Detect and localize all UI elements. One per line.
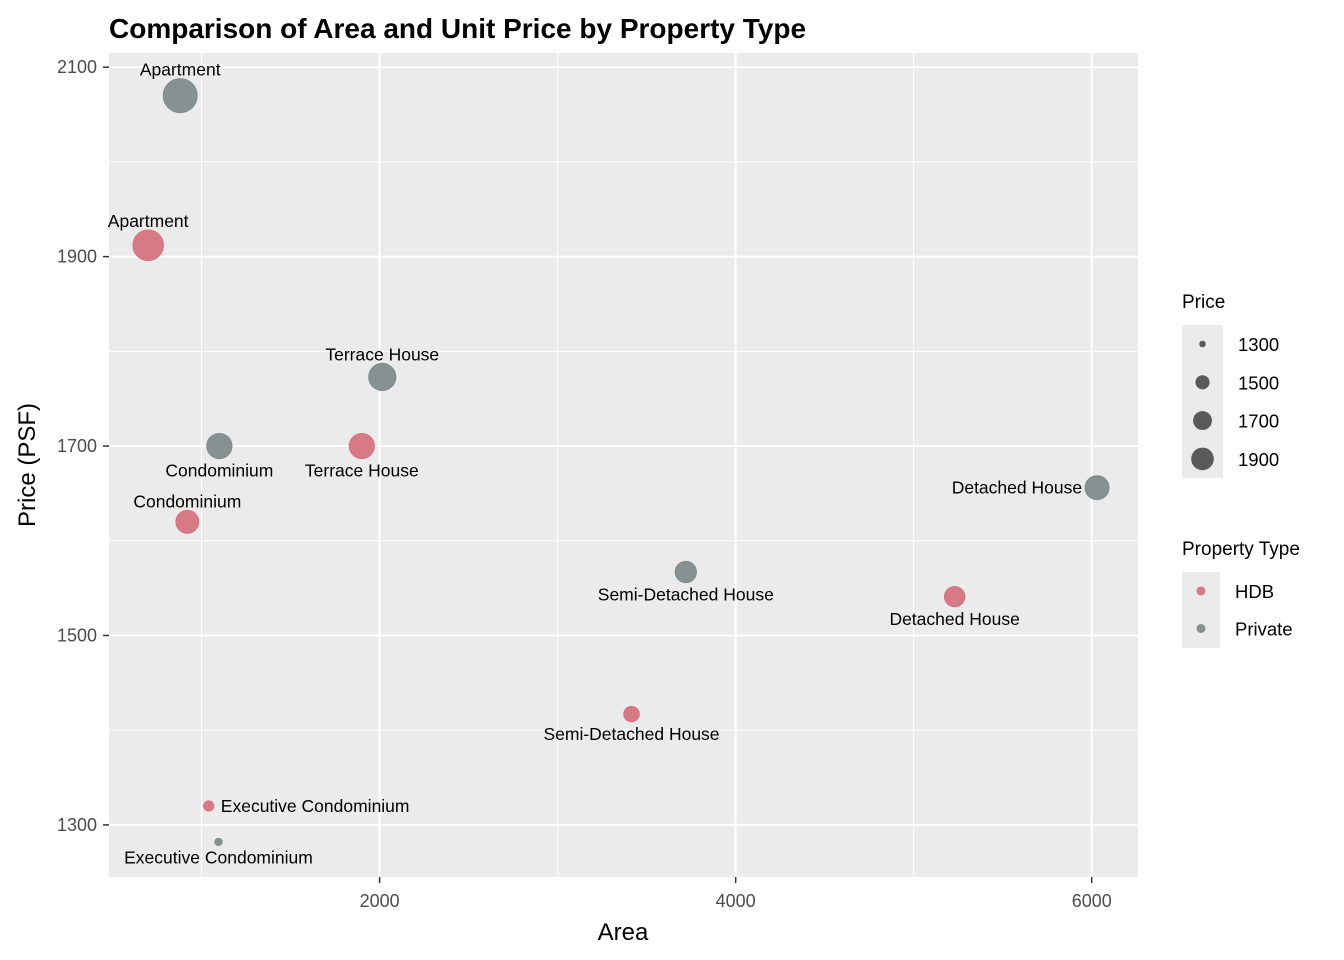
color-legend: Property Type HDB Private — [1182, 539, 1300, 648]
y-tick-label: 1900 — [57, 247, 97, 267]
size-legend-label: 1300 — [1238, 334, 1279, 355]
data-point-private — [206, 432, 233, 460]
color-legend-label: HDB — [1235, 581, 1274, 602]
size-legend-title: Price — [1182, 292, 1225, 313]
size-legend-label: 1700 — [1238, 411, 1279, 432]
size-legend-key — [1199, 340, 1206, 348]
color-legend-label: Private — [1235, 619, 1293, 640]
data-point-hdb — [203, 800, 215, 812]
y-tick-label: 2100 — [57, 57, 97, 77]
point-label: Detached House — [889, 609, 1019, 629]
y-axis-title: Price (PSF) — [14, 403, 41, 527]
data-point-private — [674, 560, 697, 584]
point-label: Apartment — [140, 60, 221, 80]
color-legend-key-private — [1196, 624, 1206, 633]
x-tick-label: 6000 — [1072, 891, 1112, 911]
x-tick-label: 2000 — [360, 891, 400, 911]
data-point-hdb — [132, 229, 164, 262]
x-axis-title: Area — [598, 919, 649, 946]
y-tick-label: 1500 — [57, 625, 97, 645]
point-label: Terrace House — [305, 461, 419, 481]
point-label: Semi-Detached House — [598, 585, 774, 605]
chart-title: Comparison of Area and Unit Price by Pro… — [109, 13, 806, 44]
point-label: Apartment — [108, 211, 189, 231]
color-legend-key-bg — [1182, 572, 1220, 648]
point-label: Condominium — [165, 461, 273, 481]
size-legend-label: 1900 — [1238, 449, 1279, 470]
data-point-private — [214, 837, 223, 847]
y-tick-label: 1700 — [57, 436, 97, 456]
point-labels: Apartment Apartment Terrace House Condomini… — [108, 60, 1082, 868]
x-tick-label: 4000 — [716, 891, 756, 911]
data-point-hdb — [943, 585, 966, 608]
y-tick-label: 1300 — [57, 815, 97, 835]
data-point-private — [162, 78, 198, 114]
point-label: Executive Condominium — [124, 848, 313, 868]
size-legend-key — [1193, 411, 1212, 431]
data-point-hdb — [348, 432, 375, 460]
plot-panel — [109, 53, 1138, 877]
point-label: Executive Condominium — [221, 796, 410, 816]
data-point-hdb — [623, 705, 640, 723]
point-label: Terrace House — [325, 344, 439, 364]
color-legend-title: Property Type — [1182, 539, 1300, 560]
size-legend: Price 1300 1500 1700 1900 — [1182, 292, 1279, 478]
size-legend-key — [1191, 447, 1214, 471]
axis-ticks: 2000 4000 6000 1300 1500 1700 1900 2100 — [57, 57, 1112, 911]
grid-minor — [109, 53, 1138, 877]
data-point-hdb — [175, 509, 200, 534]
data-point-private — [368, 362, 397, 391]
size-legend-key — [1195, 375, 1210, 390]
point-label: Condominium — [133, 491, 241, 511]
data-points — [132, 78, 1110, 847]
color-legend-key-hdb — [1196, 586, 1206, 596]
point-label: Semi-Detached House — [543, 724, 719, 744]
grid-major — [109, 53, 1138, 877]
point-label: Detached House — [952, 478, 1082, 498]
size-legend-label: 1500 — [1238, 372, 1279, 393]
data-point-private — [1084, 475, 1110, 501]
